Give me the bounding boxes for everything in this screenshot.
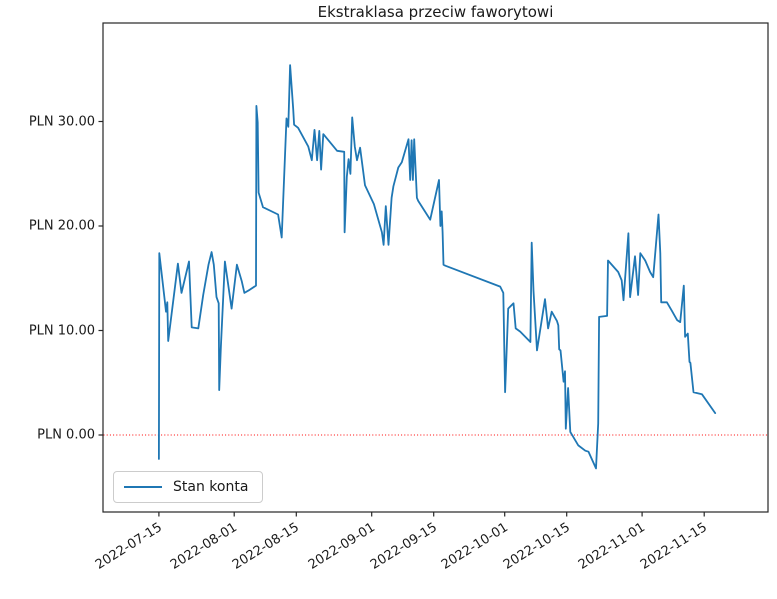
plot-border	[102, 22, 769, 513]
y-tick-label: PLN 20.00	[28, 218, 95, 234]
y-tick-label: PLN 10.00	[28, 323, 95, 338]
y-tick-label: PLN 0.00	[37, 427, 95, 443]
legend-label: Stan konta	[173, 479, 249, 495]
legend-line-sample	[124, 486, 162, 488]
series-stan-konta	[157, 64, 717, 470]
y-tick-label: PLN 30.00	[28, 114, 95, 129]
chart-title: Ekstraklasa przeciw faworytowi	[317, 3, 554, 21]
legend: Stan konta	[113, 471, 264, 503]
